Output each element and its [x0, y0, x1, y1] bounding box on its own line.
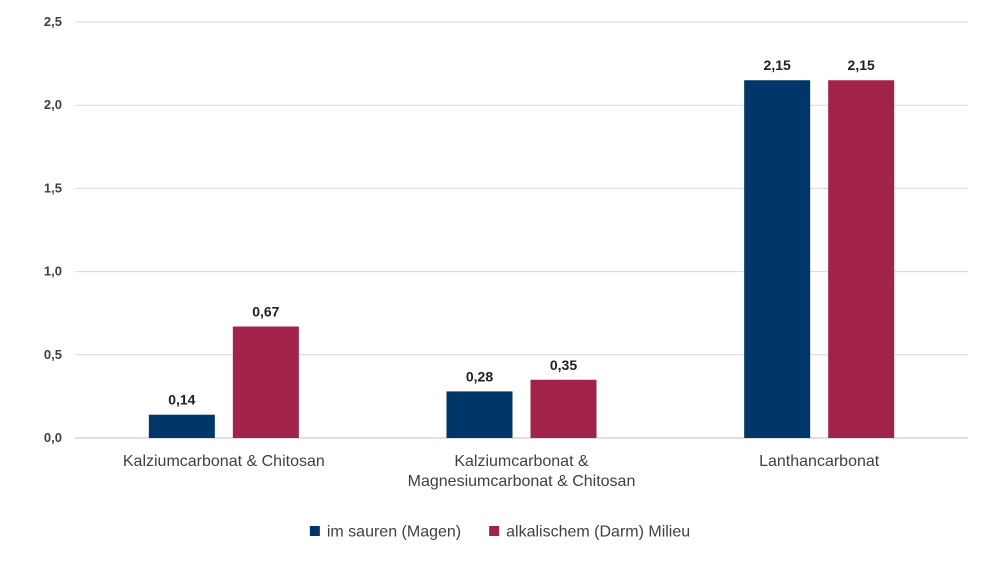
bar-alkaline — [530, 379, 597, 438]
data-label: 0,35 — [550, 357, 577, 373]
y-tick-label: 1,5 — [44, 180, 62, 195]
data-label: 0,28 — [466, 368, 493, 384]
legend-swatch — [309, 526, 320, 536]
category-label: Kalziumcarbonat & — [454, 453, 589, 470]
data-label: 0,67 — [252, 304, 279, 320]
y-tick-label: 1,0 — [44, 264, 62, 279]
y-tick-label: 2,5 — [44, 14, 62, 29]
category-label: Kalziumcarbonat & Chitosan — [123, 453, 325, 470]
legend-label: alkalischem (Darm) Milieu — [506, 524, 690, 541]
bar-acid — [744, 80, 811, 439]
legend-swatch — [489, 526, 500, 536]
bar-acid — [446, 391, 513, 438]
y-tick-label: 2,0 — [44, 97, 62, 112]
category-label: Lanthancarbonat — [759, 453, 880, 470]
data-label: 2,15 — [764, 57, 791, 73]
bar-acid — [148, 414, 215, 438]
bar-alkaline — [828, 80, 895, 439]
data-label: 2,15 — [848, 57, 875, 73]
bar-alkaline — [232, 326, 299, 438]
category-label: Magnesiumcarbonat & Chitosan — [408, 473, 636, 490]
y-tick-label: 0,5 — [44, 347, 62, 362]
data-label: 0,14 — [168, 392, 195, 408]
legend-label: im sauren (Magen) — [327, 524, 461, 541]
y-tick-label: 0,0 — [44, 430, 62, 445]
